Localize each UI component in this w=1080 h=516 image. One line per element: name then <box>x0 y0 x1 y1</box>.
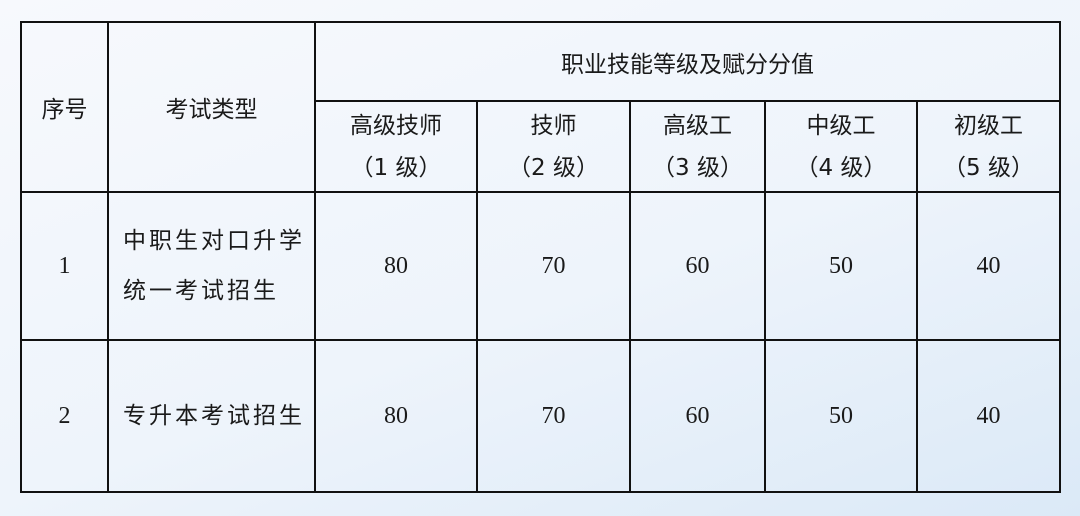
level-name: 高级技师 <box>350 112 442 139</box>
row-index: 2 <box>20 339 109 493</box>
header-level: 高级技师 （1 级） <box>314 100 478 193</box>
level-name: 初级工 <box>954 112 1023 139</box>
table-row: 1 中职生对口升学 统一考试招生 80 70 60 50 40 <box>20 191 1061 341</box>
score-cell: 60 <box>629 191 766 341</box>
header-index: 序号 <box>20 21 109 193</box>
score-table: 序号 考试类型 职业技能等级及赋分分值 高级技师 （1 级） 技师 （2 级） 高级… <box>20 21 1061 493</box>
header-exam-type: 考试类型 <box>107 21 316 193</box>
type-line: 统一考试招生 <box>123 278 279 304</box>
row-exam-type: 专升本考试招生 <box>107 339 316 493</box>
score-cell: 50 <box>764 191 918 341</box>
table-row: 2 专升本考试招生 80 70 60 50 40 <box>20 339 1061 493</box>
score-cell: 70 <box>476 191 631 341</box>
level-grade: （5 级） <box>943 154 1034 181</box>
level-name: 技师 <box>530 112 577 139</box>
row-exam-type: 中职生对口升学 统一考试招生 <box>107 191 316 341</box>
score-cell: 60 <box>629 339 766 493</box>
header-group: 职业技能等级及赋分分值 <box>314 21 1061 102</box>
level-name: 高级工 <box>663 112 732 139</box>
header-level: 初级工 （5 级） <box>916 100 1061 193</box>
header-level: 高级工 （3 级） <box>629 100 766 193</box>
type-line: 中职生对口升学 <box>123 228 305 254</box>
level-grade: （2 级） <box>508 154 599 181</box>
header-level: 中级工 （4 级） <box>764 100 918 193</box>
score-cell: 80 <box>314 191 478 341</box>
level-grade: （4 级） <box>795 154 887 181</box>
score-cell: 40 <box>916 339 1061 493</box>
row-index: 1 <box>20 191 109 341</box>
level-name: 中级工 <box>806 112 876 139</box>
score-cell: 70 <box>476 339 631 493</box>
header-level: 技师 （2 级） <box>476 100 631 193</box>
score-cell: 40 <box>916 191 1061 341</box>
score-cell: 80 <box>314 339 478 493</box>
level-grade: （3 级） <box>652 154 743 181</box>
score-cell: 50 <box>764 339 918 493</box>
level-grade: （1 级） <box>350 154 442 181</box>
